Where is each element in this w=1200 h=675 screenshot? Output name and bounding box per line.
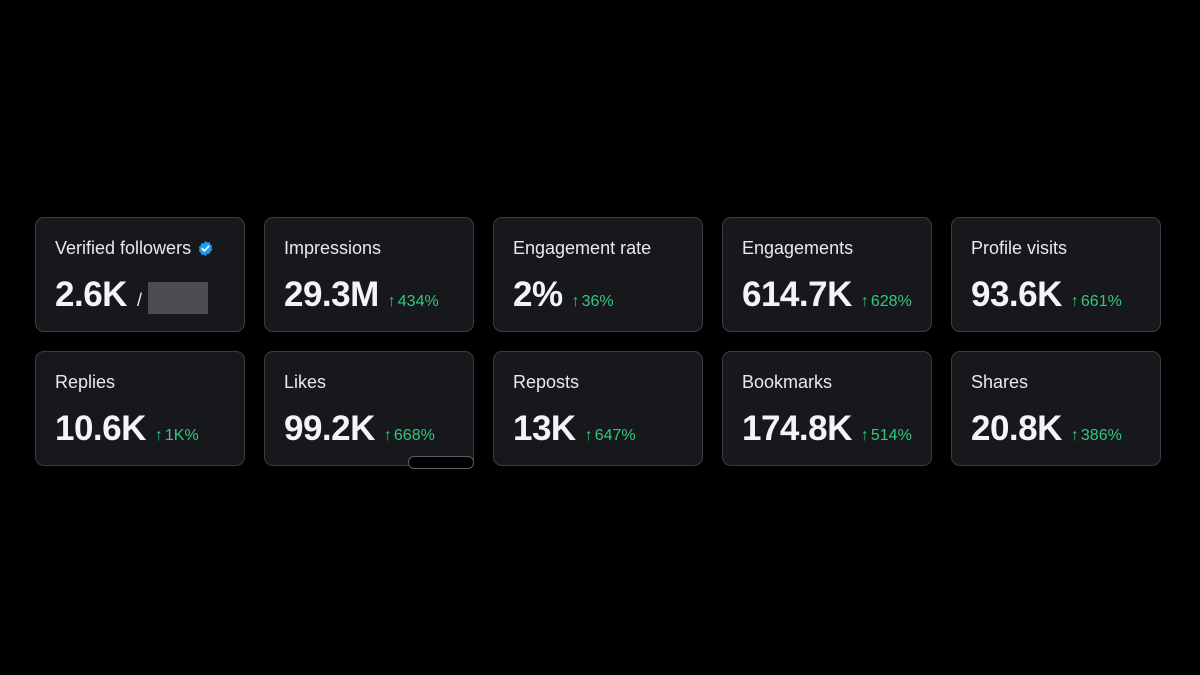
metric-change-value: 668% — [393, 427, 435, 444]
metric-title: Profile visits — [971, 238, 1068, 258]
up-arrow-icon: ↑ — [571, 293, 580, 310]
metric-change-value: 661% — [1080, 293, 1122, 310]
metric-card-engagement-rate[interactable]: Engagement rate 2% ↑ 36% — [493, 217, 703, 332]
metric-card-reposts[interactable]: Reposts 13K ↑ 647% — [493, 351, 703, 466]
metric-value: 10.6K — [55, 409, 146, 448]
metric-change: ↑ 661% — [1071, 293, 1122, 311]
metric-change: ↑ 647% — [585, 427, 636, 445]
redacted-block — [147, 282, 208, 314]
up-arrow-icon: ↑ — [383, 427, 392, 444]
metric-title: Reposts — [513, 372, 580, 392]
metric-title: Impressions — [284, 238, 382, 258]
metric-value-row: 13K ↑ 647% — [513, 409, 683, 449]
metric-change: ↑ 434% — [388, 293, 439, 311]
up-arrow-icon: ↑ — [860, 427, 869, 444]
up-arrow-icon: ↑ — [387, 293, 396, 310]
metrics-grid: Verified followers 2.6K / Impressions 29… — [35, 217, 1161, 469]
metric-value: 2.6K — [55, 275, 127, 314]
metric-change-value: 514% — [870, 427, 912, 444]
metric-value-row: 29.3M ↑ 434% — [284, 275, 454, 315]
up-arrow-icon: ↑ — [1070, 293, 1079, 310]
metric-change: ↑ 514% — [861, 427, 912, 445]
metric-change: ↑ 668% — [384, 427, 435, 445]
metric-title: Bookmarks — [742, 372, 833, 392]
metric-change: ↑ 1K% — [155, 427, 199, 445]
up-arrow-icon: ↑ — [1070, 427, 1079, 444]
metric-title: Shares — [971, 372, 1029, 392]
metric-value-row: 174.8K ↑ 514% — [742, 409, 912, 449]
metric-change-value: 36% — [581, 293, 614, 310]
metric-change-value: 1K% — [164, 427, 199, 444]
metric-value-row: 614.7K ↑ 628% — [742, 275, 912, 315]
metric-card-verified-followers[interactable]: Verified followers 2.6K / — [35, 217, 245, 332]
up-arrow-icon: ↑ — [860, 293, 869, 310]
metric-card-impressions[interactable]: Impressions 29.3M ↑ 434% — [264, 217, 474, 332]
metric-value-row: 2% ↑ 36% — [513, 275, 683, 315]
metric-card-profile-visits[interactable]: Profile visits 93.6K ↑ 661% — [951, 217, 1161, 332]
metric-value-row: 99.2K ↑ 668% — [284, 409, 454, 449]
metric-card-replies[interactable]: Replies 10.6K ↑ 1K% — [35, 351, 245, 466]
metric-title-row: Verified followers — [55, 237, 225, 259]
metric-change-value: 434% — [397, 293, 439, 310]
metric-value: 29.3M — [284, 275, 379, 314]
metric-change: ↑ 36% — [572, 293, 614, 311]
verified-badge-icon — [197, 240, 214, 257]
up-arrow-icon: ↑ — [584, 427, 593, 444]
metric-value-row: 93.6K ↑ 661% — [971, 275, 1141, 315]
metric-value-row: 2.6K / — [55, 275, 225, 315]
metric-value: 99.2K — [284, 409, 375, 448]
metric-value-row: 20.8K ↑ 386% — [971, 409, 1141, 449]
metric-value: 93.6K — [971, 275, 1062, 314]
metric-value: 20.8K — [971, 409, 1062, 448]
metric-value: 174.8K — [742, 409, 852, 448]
metric-change-value: 647% — [594, 427, 636, 444]
metric-card-engagements[interactable]: Engagements 614.7K ↑ 628% — [722, 217, 932, 332]
metric-value-row: 10.6K ↑ 1K% — [55, 409, 225, 449]
metric-value: 13K — [513, 409, 576, 448]
metric-title: Verified followers — [55, 238, 192, 258]
metric-change-value: 386% — [1080, 427, 1122, 444]
metric-card-bookmarks[interactable]: Bookmarks 174.8K ↑ 514% — [722, 351, 932, 466]
metric-card-likes[interactable]: Likes 99.2K ↑ 668% — [264, 351, 474, 469]
metric-title: Engagement rate — [513, 238, 652, 258]
metric-value: 614.7K — [742, 275, 852, 314]
metric-value: 2% — [513, 275, 563, 314]
metric-title: Engagements — [742, 238, 854, 258]
value-separator: / — [136, 290, 142, 310]
metric-title: Likes — [284, 372, 327, 392]
up-arrow-icon: ↑ — [154, 427, 163, 444]
metric-card-shares[interactable]: Shares 20.8K ↑ 386% — [951, 351, 1161, 466]
metric-change: ↑ 628% — [861, 293, 912, 311]
metric-change: ↑ 386% — [1071, 427, 1122, 445]
metric-change-value: 628% — [870, 293, 912, 310]
metric-title: Replies — [55, 372, 116, 392]
card-bottom-tab[interactable] — [408, 456, 474, 469]
